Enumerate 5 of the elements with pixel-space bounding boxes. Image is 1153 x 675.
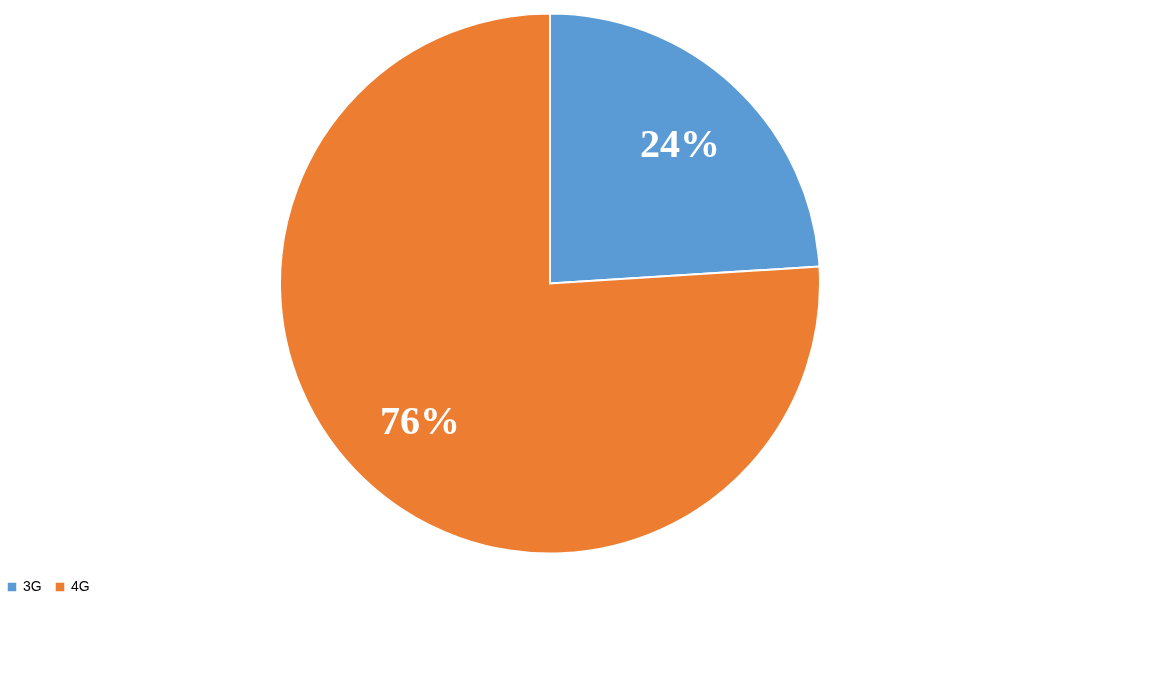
legend-label: 4G (71, 578, 90, 594)
data-label: 76% (379, 398, 460, 443)
legend-label: 3G (23, 578, 42, 594)
pie-slice (279, 12, 821, 555)
data-label: 24% (640, 121, 721, 166)
